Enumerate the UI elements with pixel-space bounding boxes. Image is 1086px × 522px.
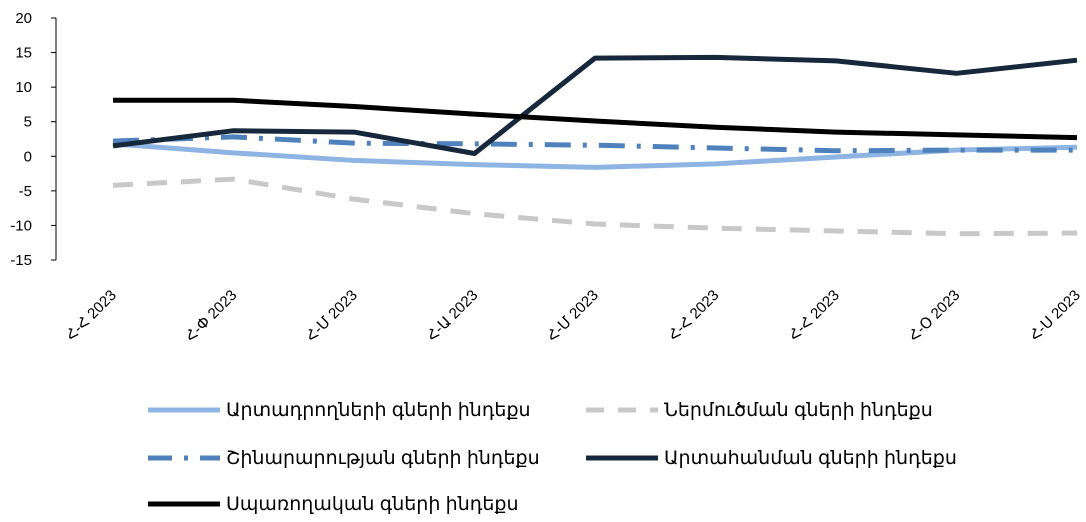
series-line-5 bbox=[113, 97, 1078, 141]
legend-item-2: Ներմուծման գների ինդեքս bbox=[586, 400, 933, 421]
y-tick-label: -5 bbox=[19, 183, 32, 200]
x-tick-label: Հ-Հ 2023 bbox=[665, 287, 722, 344]
legend-item-3: Շինարարության գների ինդեքս bbox=[148, 448, 540, 469]
y-tick-label: 0 bbox=[24, 148, 32, 165]
legend-label: Արտադրողների գների ինդեքս bbox=[226, 400, 531, 421]
legend-item-1: Արտադրողների գների ինդեքս bbox=[148, 400, 531, 421]
legend-label: Արտահանման գների ինդեքս bbox=[664, 448, 957, 469]
series-line-4 bbox=[112, 54, 1078, 157]
x-tick-label: Հ-Հ 2023 bbox=[786, 287, 843, 344]
legend-label: Շինարարության գների ինդեքս bbox=[226, 448, 540, 469]
legend-item-4: Արտահանման գների ինդեքս bbox=[586, 448, 957, 469]
x-tick-label: Հ-Մ 2023 bbox=[544, 287, 602, 345]
y-tick-label: 10 bbox=[15, 79, 32, 96]
y-tick-label: -15 bbox=[10, 252, 32, 269]
y-tick-label: -10 bbox=[10, 217, 32, 234]
series-line-3 bbox=[112, 134, 1077, 154]
legend-label: Սպառողական գների ինդեքս bbox=[226, 494, 519, 515]
x-tick-label: Հ-Փ 2023 bbox=[182, 287, 240, 345]
y-axis: 20 15 10 5 0 -5 -10 -15 bbox=[10, 10, 57, 269]
legend-label: Ներմուծման գների ինդեքս bbox=[664, 400, 933, 421]
legend: Արտադրողների գների ինդեքս Ներմուծման գներ… bbox=[148, 400, 957, 515]
x-tick-label: Հ-Ա 2023 bbox=[424, 287, 482, 345]
x-tick-label: Հ-Ս 2023 bbox=[1026, 287, 1083, 344]
legend-item-5: Սպառողական գների ինդեքս bbox=[148, 494, 519, 515]
x-tick-label: Հ-Օ 2023 bbox=[905, 287, 963, 345]
y-tick-label: 15 bbox=[15, 45, 32, 62]
x-tick-label: Հ-Հ 2023 bbox=[63, 287, 120, 344]
series-line-2 bbox=[112, 176, 1078, 237]
series-layer bbox=[112, 54, 1078, 237]
x-axis: Հ-Հ 2023 Հ-Փ 2023 Հ-Մ 2023 Հ-Ա 2023 Հ-Մ 2023… bbox=[63, 287, 1084, 345]
y-tick-label: 5 bbox=[24, 114, 32, 131]
y-tick-label: 20 bbox=[15, 10, 32, 27]
x-tick-label: Հ-Մ 2023 bbox=[303, 287, 361, 345]
series-line-1 bbox=[112, 141, 1078, 170]
